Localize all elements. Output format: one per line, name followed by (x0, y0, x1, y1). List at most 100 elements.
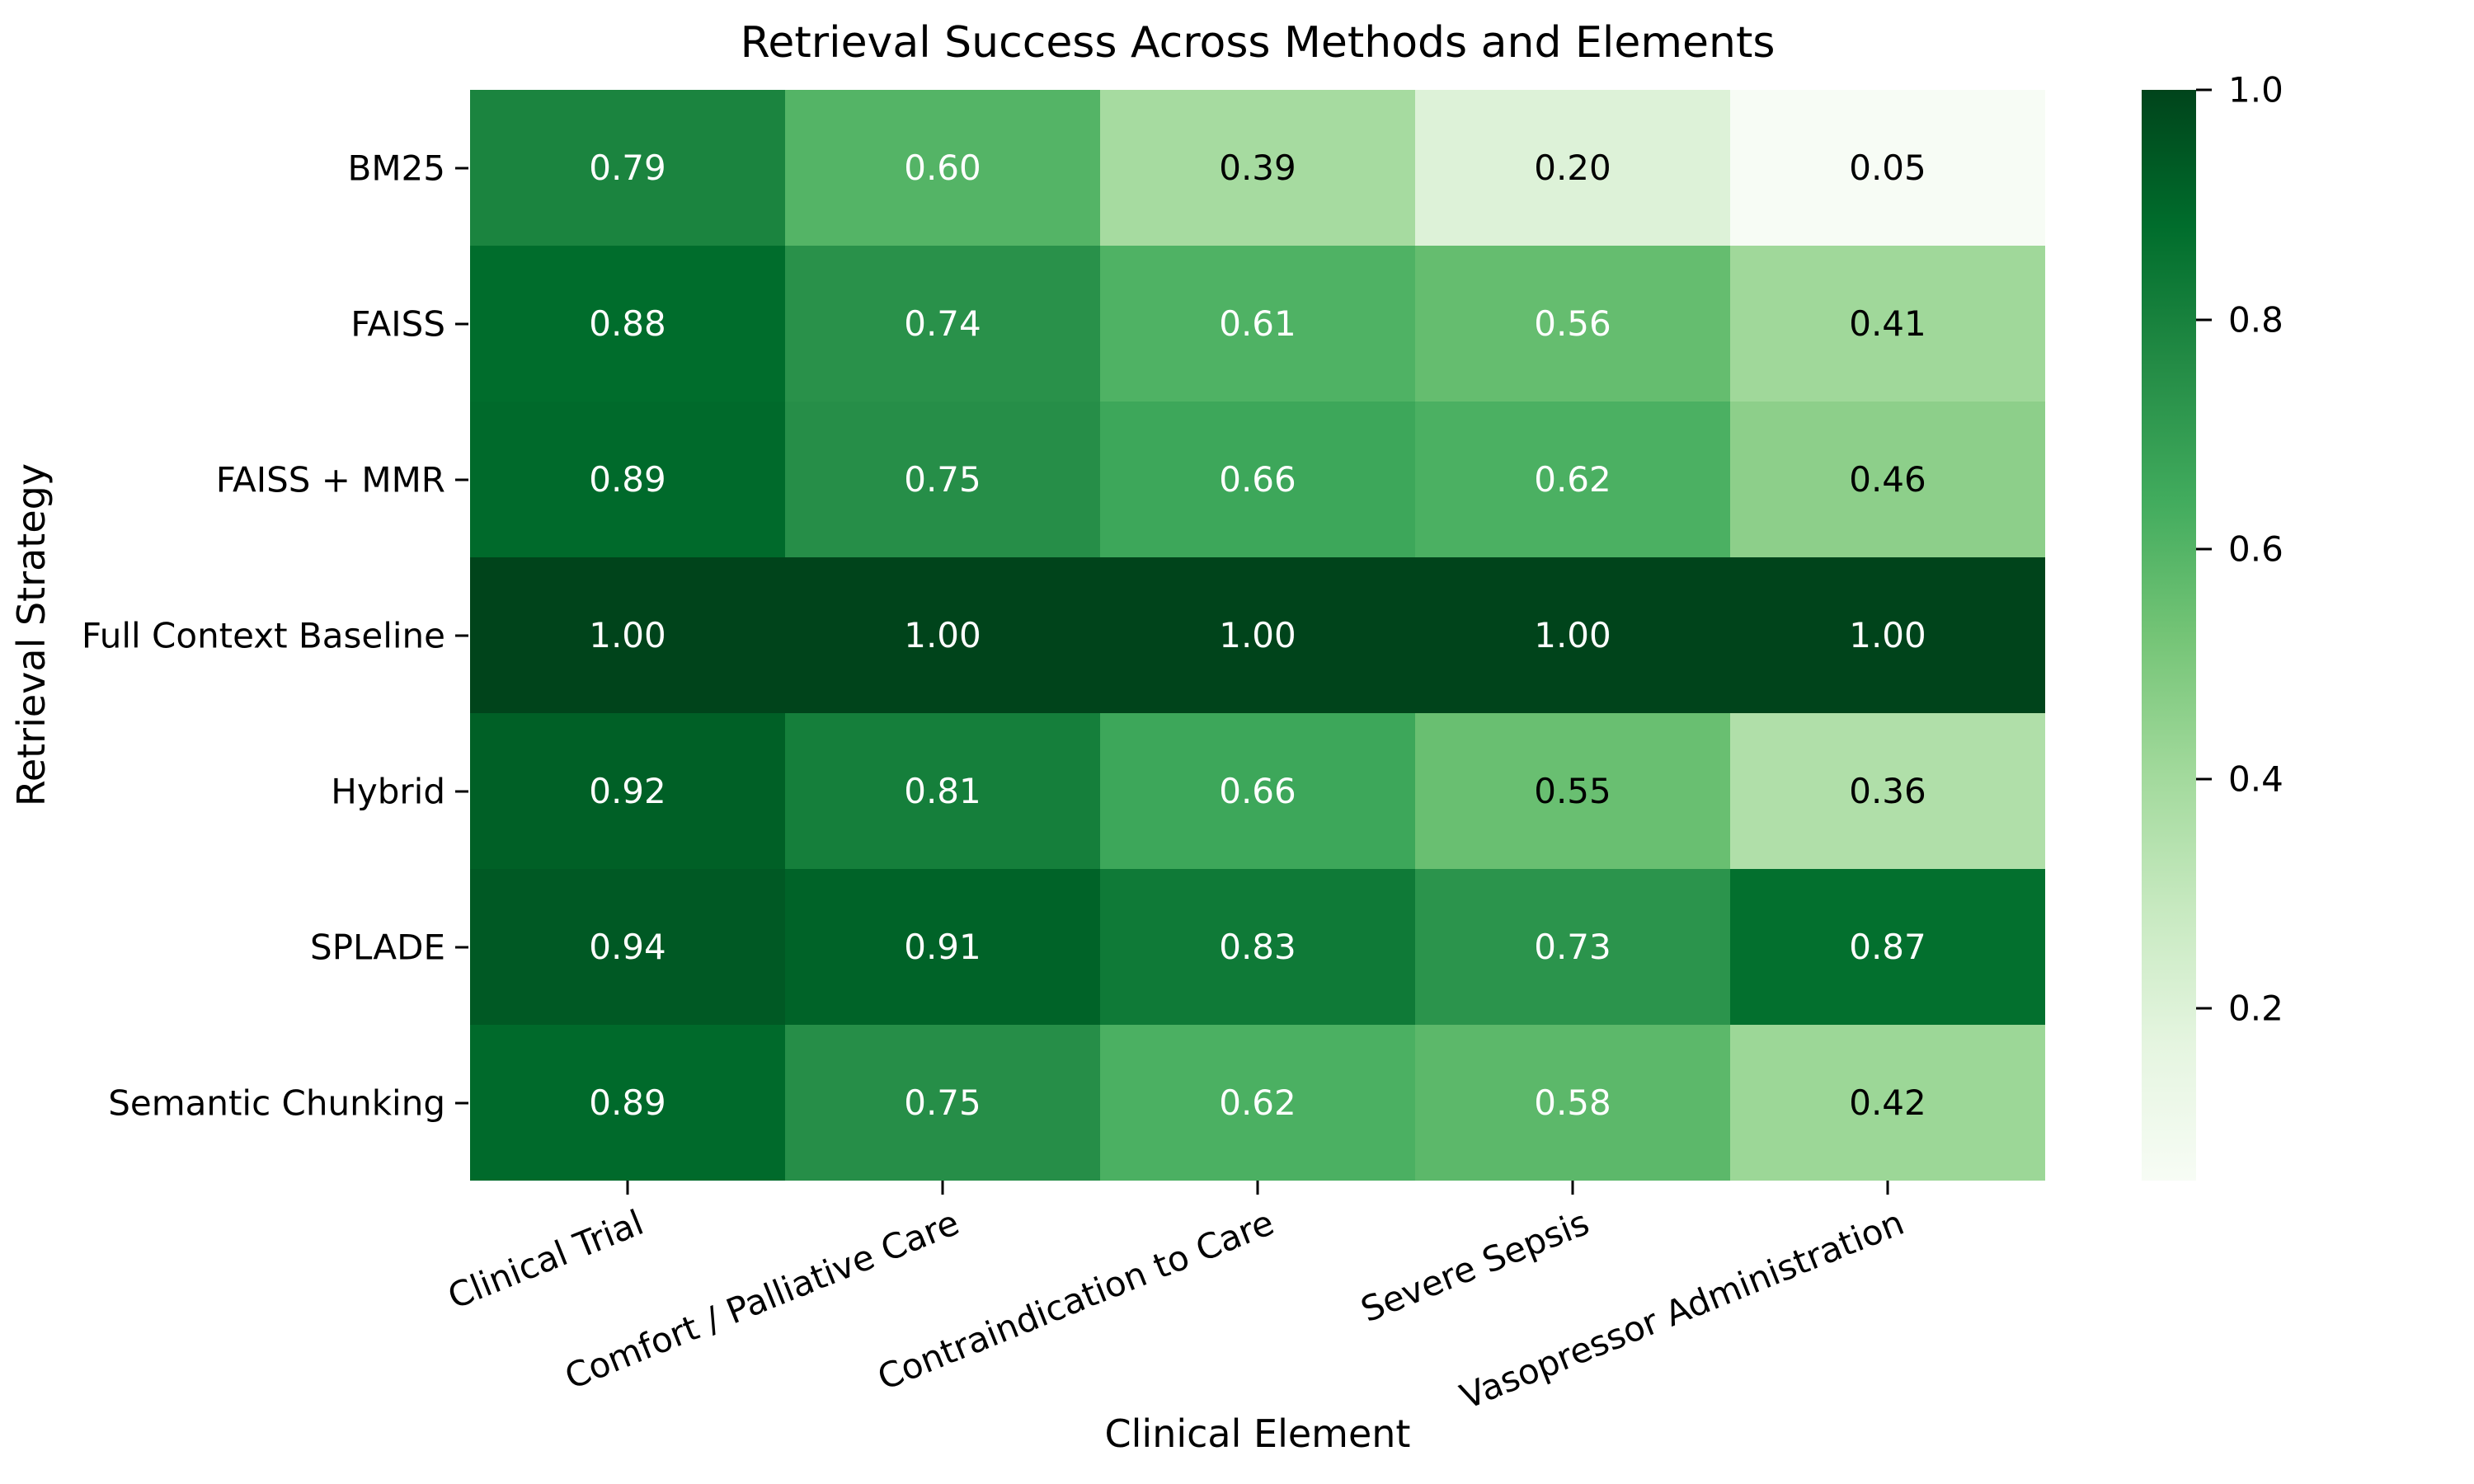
x-tick-mark (941, 1181, 944, 1195)
y-tick-mark (455, 167, 468, 169)
colorbar (2142, 90, 2196, 1181)
heatmap-cell: 0.79 (470, 90, 785, 246)
cell-value: 0.89 (589, 1082, 666, 1123)
cell-value: 0.66 (1219, 771, 1296, 811)
y-tick-mark (455, 1101, 468, 1104)
heatmap-cell: 0.75 (785, 1025, 1100, 1181)
y-tick-mark (455, 946, 468, 948)
heatmap-cell: 0.39 (1100, 90, 1415, 246)
cell-value: 0.41 (1849, 303, 1926, 344)
heatmap-cell: 0.55 (1415, 713, 1730, 869)
y-tick-mark (455, 790, 468, 792)
cell-value: 0.91 (904, 927, 981, 967)
cell-value: 0.36 (1849, 771, 1926, 811)
y-tick-mark (455, 478, 468, 481)
heatmap-cell: 0.66 (1100, 402, 1415, 557)
cell-value: 0.94 (589, 927, 666, 967)
heatmap-cell: 0.58 (1415, 1025, 1730, 1181)
heatmap-cell: 0.66 (1100, 713, 1415, 869)
colorbar-tick-mark (2196, 1007, 2212, 1010)
row-label: SPLADE (310, 927, 445, 967)
cell-value: 0.66 (1219, 459, 1296, 500)
cell-value: 1.00 (1534, 615, 1611, 655)
heatmap-cell: 0.89 (470, 402, 785, 557)
colorbar-tick-mark (2196, 547, 2212, 551)
colorbar-tick-label: 1.0 (2228, 69, 2284, 110)
heatmap-cell: 0.61 (1100, 246, 1415, 402)
x-tick-mark (1256, 1181, 1259, 1195)
heatmap-cell: 1.00 (1100, 557, 1415, 713)
heatmap-cell: 0.20 (1415, 90, 1730, 246)
cell-value: 0.74 (904, 303, 981, 344)
cell-value: 0.46 (1849, 459, 1926, 500)
cell-value: 0.75 (904, 1082, 981, 1123)
cell-value: 0.73 (1534, 927, 1611, 967)
cell-value: 0.88 (589, 303, 666, 344)
colorbar-tick-mark (2196, 777, 2212, 781)
cell-value: 0.42 (1849, 1082, 1926, 1123)
x-tick-mark (1571, 1181, 1574, 1195)
row-label: Hybrid (331, 771, 445, 811)
heatmap-cell: 0.42 (1730, 1025, 2045, 1181)
cell-value: 0.89 (589, 459, 666, 500)
heatmap-cell: 1.00 (1415, 557, 1730, 713)
x-axis-label: Clinical Element (1104, 1411, 1411, 1456)
heatmap-cell: 0.73 (1415, 869, 1730, 1025)
cell-value: 0.60 (904, 148, 981, 188)
cell-value: 0.81 (904, 771, 981, 811)
x-tick-mark (1886, 1181, 1889, 1195)
heatmap-cell: 0.41 (1730, 246, 2045, 402)
colorbar-tick-label: 0.4 (2228, 758, 2284, 800)
colorbar-tick-label: 0.2 (2228, 988, 2284, 1029)
colorbar-tick-label: 0.6 (2228, 528, 2284, 570)
cell-value: 0.87 (1849, 927, 1926, 967)
heatmap-cell: 0.92 (470, 713, 785, 869)
cell-value: 1.00 (904, 615, 981, 655)
heatmap-cell: 0.05 (1730, 90, 2045, 246)
cell-value: 0.62 (1534, 459, 1611, 500)
cell-value: 0.56 (1534, 303, 1611, 344)
heatmap-cell: 0.88 (470, 246, 785, 402)
cell-value: 0.62 (1219, 1082, 1296, 1123)
row-label: Semantic Chunking (108, 1082, 445, 1123)
colorbar-tick-mark (2196, 318, 2212, 322)
row-label: FAISS + MMR (215, 459, 445, 500)
heatmap-cell: 0.60 (785, 90, 1100, 246)
heatmap-cell: 0.81 (785, 713, 1100, 869)
cell-value: 1.00 (1849, 615, 1926, 655)
heatmap-cell: 1.00 (1730, 557, 2045, 713)
row-label: FAISS (350, 303, 445, 344)
heatmap-grid: 0.79 0.60 0.39 0.20 0.05 0.88 0.74 0.61 0.56 0.41… (470, 90, 2045, 1181)
heatmap-cell: 1.00 (470, 557, 785, 713)
heatmap-cell: 0.94 (470, 869, 785, 1025)
colorbar-tick-label: 0.8 (2228, 299, 2284, 340)
heatmap-cell: 1.00 (785, 557, 1100, 713)
heatmap-cell: 0.62 (1100, 1025, 1415, 1181)
cell-value: 0.83 (1219, 927, 1296, 967)
y-tick-mark (455, 322, 468, 325)
column-label: Severe Sepsis (1355, 1202, 1595, 1331)
cell-value: 0.05 (1849, 148, 1926, 188)
heatmap-cell: 0.83 (1100, 869, 1415, 1025)
heatmap-cell: 0.46 (1730, 402, 2045, 557)
cell-value: 0.61 (1219, 303, 1296, 344)
cell-value: 1.00 (589, 615, 666, 655)
heatmap-cell: 0.87 (1730, 869, 2045, 1025)
row-label: BM25 (347, 148, 446, 188)
chart-title: Retrieval Success Across Methods and Ele… (740, 18, 1776, 68)
cell-value: 0.20 (1534, 148, 1611, 188)
cell-value: 1.00 (1219, 615, 1296, 655)
row-label: Full Context Baseline (81, 615, 445, 655)
cell-value: 0.58 (1534, 1082, 1611, 1123)
heatmap-cell: 0.56 (1415, 246, 1730, 402)
x-tick-mark (626, 1181, 629, 1195)
cell-value: 0.39 (1219, 148, 1296, 188)
cell-value: 0.55 (1534, 771, 1611, 811)
colorbar-tick-mark (2196, 88, 2212, 92)
cell-value: 0.92 (589, 771, 666, 811)
heatmap-cell: 0.89 (470, 1025, 785, 1181)
heatmap-cell: 0.62 (1415, 402, 1730, 557)
heatmap-cell: 0.75 (785, 402, 1100, 557)
cell-value: 0.79 (589, 148, 666, 188)
y-tick-mark (455, 634, 468, 636)
